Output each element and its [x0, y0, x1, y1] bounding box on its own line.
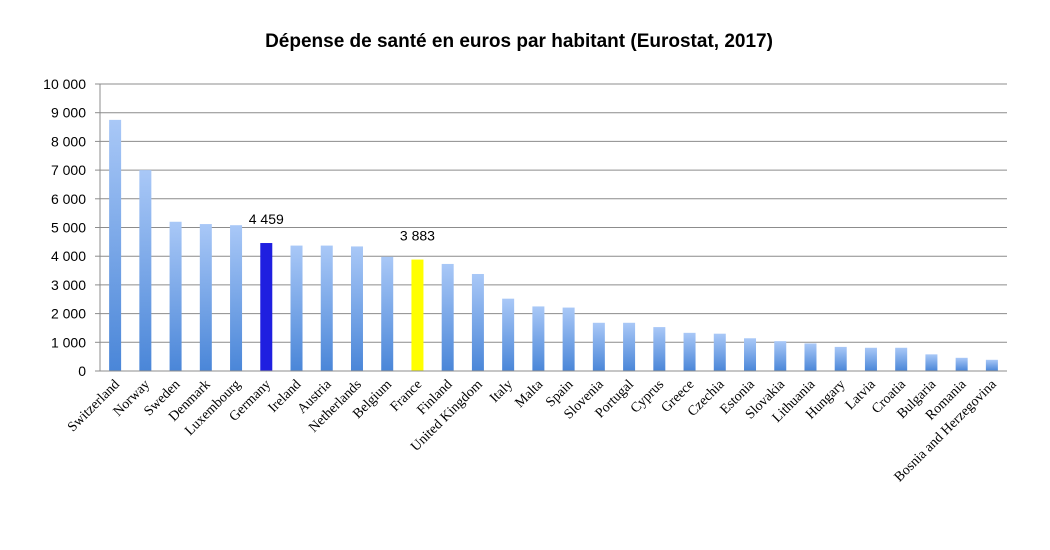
bar-denmark: [199, 224, 212, 371]
bar-bosnia-and-herzegovina: [985, 359, 998, 371]
bar-switzerland: [109, 119, 122, 371]
bar-united-kingdom: [471, 273, 484, 371]
bar-romania: [955, 357, 968, 371]
bar-slovenia: [592, 322, 605, 371]
bar-lithuania: [804, 343, 817, 371]
data-labels: 4 459 3 883: [249, 211, 435, 244]
bar-hungary: [834, 346, 847, 371]
bar-malta: [532, 306, 545, 371]
bar-finland: [441, 263, 454, 371]
grid: [100, 83, 1007, 372]
y-tick-label: 8 000: [51, 133, 86, 149]
bar-norway: [139, 170, 152, 371]
y-tick-label: 1 000: [51, 334, 86, 350]
bar-france: [411, 259, 424, 371]
y-tick-label: 2 000: [51, 306, 86, 322]
x-tick-label: Malta: [513, 377, 547, 411]
bars: [109, 119, 998, 371]
bar-croatia: [895, 347, 908, 371]
bar-belgium: [381, 256, 394, 371]
bar-netherlands: [350, 246, 363, 371]
bar-luxembourg: [230, 225, 243, 371]
bar-estonia: [744, 338, 757, 371]
bar-sweden: [169, 221, 182, 371]
y-axis: 0 1 000 2 000 3 000 4 000 5 000 6 000 7 000 8 00…: [43, 76, 101, 379]
bar-austria: [320, 245, 333, 371]
bar-portugal: [623, 322, 636, 371]
bar-latvia: [864, 347, 877, 371]
data-label-germany: 4 459: [249, 211, 284, 227]
bar-germany: [260, 243, 273, 371]
data-label-france: 3 883: [400, 228, 435, 244]
y-tick-label: 4 000: [51, 248, 86, 264]
bar-italy: [502, 298, 515, 371]
bar-czechia: [713, 333, 726, 371]
bar-bulgaria: [925, 354, 938, 371]
x-tick-label: Italy: [487, 377, 516, 406]
y-tick-label: 0: [78, 363, 86, 379]
y-tick-label: 10 000: [43, 76, 86, 92]
y-tick-label: 7 000: [51, 162, 86, 178]
x-tick-label: Cyprus: [628, 377, 667, 416]
bar-slovakia: [774, 341, 787, 371]
bar-spain: [562, 307, 575, 371]
bar-ireland: [290, 245, 303, 371]
chart-title: Dépense de santé en euros par habitant (…: [265, 31, 773, 52]
bar-greece: [683, 332, 696, 371]
y-tick-label: 6 000: [51, 191, 86, 207]
x-axis: SwitzerlandNorwaySwedenDenmarkLuxembourg…: [65, 370, 1007, 485]
bar-cyprus: [653, 327, 666, 371]
y-tick-label: 3 000: [51, 277, 86, 293]
y-tick-label: 5 000: [51, 220, 86, 236]
y-tick-label: 9 000: [51, 105, 86, 121]
